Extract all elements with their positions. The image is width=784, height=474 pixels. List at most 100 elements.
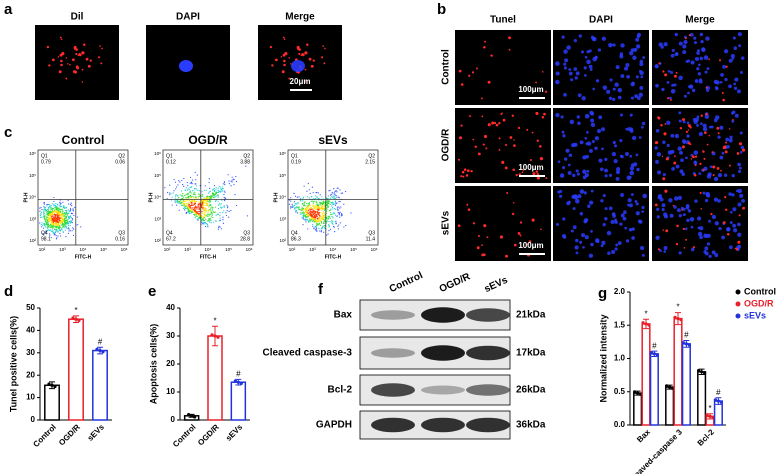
event-dot [58,221,61,223]
event-dot [222,211,224,214]
red-signal [522,169,525,171]
event-dot [311,186,313,188]
data-point [77,318,81,322]
nucleus [666,120,671,126]
data-point [687,343,691,347]
event-dot [296,212,298,214]
nucleus [639,86,644,90]
event-dot [215,214,217,216]
data-point [53,384,57,389]
event-dot [50,226,52,228]
event-dot [334,208,337,210]
event-dot [202,206,204,209]
red-signal [483,46,486,49]
event-dot [56,207,59,209]
event-dot [45,231,47,233]
nucleus [699,226,704,231]
event-dot [214,200,217,202]
nucleus [627,198,632,203]
data-point [71,316,75,320]
event-dot [305,216,308,218]
red-signal [46,45,50,49]
nucleus [620,43,625,48]
event-dot [204,212,206,214]
event-dot [335,203,337,205]
event-dot [173,190,175,192]
nucleus [642,56,646,59]
red-signal [482,143,485,146]
event-dot [313,218,315,220]
event-dot [59,217,61,220]
event-dot [315,226,318,228]
band [421,307,465,323]
nucleus [696,123,699,127]
nucleus [591,139,595,144]
event-dot [60,216,62,218]
nucleus [693,160,697,164]
event-dot [217,226,220,228]
event-dot [217,200,219,202]
event-dot [204,208,206,210]
nucleus [629,166,635,171]
event-dot [199,207,201,209]
event-dot [58,218,60,221]
nucleus [594,238,600,243]
nucleus [563,92,567,97]
nucleus [568,200,571,204]
red-signal [282,36,285,39]
event-dot [228,183,230,185]
red-signal [71,58,75,62]
nucleus [609,78,613,82]
event-dot [310,207,312,209]
nucleus [728,192,732,196]
event-dot [197,196,199,198]
y-axis-label: Apoptosis cells(%) [148,324,158,405]
event-dot [320,215,322,217]
y-tick-label: 10 [26,393,35,402]
event-dot [318,207,320,209]
red-signal [536,176,540,180]
significance-mark: # [716,388,721,397]
red-signal [736,152,740,155]
nucleus [589,110,594,115]
red-signal [517,126,521,130]
event-dot [55,215,57,217]
x-axis-label: FITC-H [200,254,217,260]
event-dot [42,224,44,226]
red-signal [737,240,741,244]
nucleus [671,48,675,53]
red-signal [283,59,286,63]
data-point [697,369,701,373]
event-dot [213,221,215,223]
event-dot [58,216,60,218]
red-signal [74,70,78,74]
nucleus [714,221,719,226]
event-dot [320,222,323,224]
event-dot [334,204,337,206]
nucleus [584,113,590,119]
event-dot [210,222,212,224]
event-dot [316,195,318,198]
band [421,417,465,433]
event-dot [339,207,341,209]
nucleus [694,56,700,62]
event-dot [311,217,313,220]
event-dot [195,212,197,214]
nucleus [635,75,639,79]
y-tick-label: 30 [26,348,35,357]
data-point [655,353,659,357]
event-dot [302,197,304,199]
nucleus [737,244,741,249]
event-dot [50,236,52,239]
nucleus [655,159,660,164]
image-label: DAPI [176,12,200,23]
event-dot [209,196,212,198]
event-dot [64,223,66,225]
nucleus [682,120,686,124]
event-dot [56,228,58,230]
quadrant-value: 0.79 [41,159,51,165]
event-dot [65,207,67,209]
event-dot [334,193,336,195]
event-dot [332,223,334,225]
